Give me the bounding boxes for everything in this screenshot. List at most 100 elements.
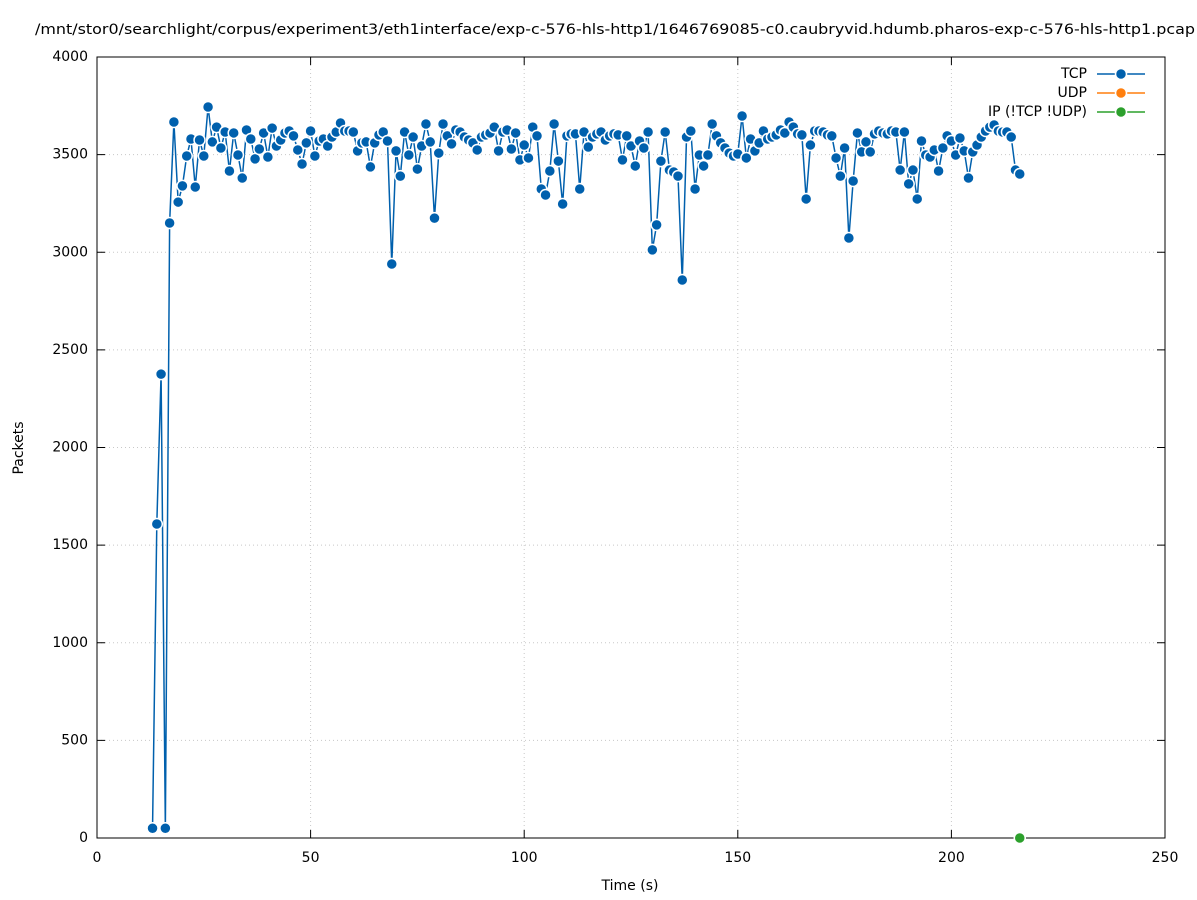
data-point [197,149,211,163]
data-point [650,218,663,232]
data-point [829,151,843,165]
data-point [253,142,266,156]
data-point [556,197,569,211]
data-point [206,135,219,149]
data-point [411,162,424,176]
data-point [300,136,313,150]
legend-marker [1114,105,1128,119]
data-point [419,117,433,131]
data-point [347,125,360,139]
data-point [838,141,851,155]
data-point [898,125,911,139]
data-point [778,126,792,140]
data-point [381,134,394,148]
data-point [389,144,403,158]
y-tick-label: 1000 [52,635,88,651]
data-point [646,243,659,257]
data-point [697,159,710,173]
data-point [684,124,698,138]
y-tick-label: 1500 [52,537,88,553]
data-point [932,164,945,178]
data-point [308,149,322,163]
data-point [893,163,907,177]
data-point [641,125,655,139]
data-point [505,142,518,156]
data-point [291,143,305,157]
data-point [265,121,279,135]
data-point [189,180,202,194]
data-point [364,160,377,174]
data-point [616,153,629,167]
data-point [146,821,159,835]
y-tick-label: 3000 [52,244,88,260]
x-tick-label: 200 [938,850,965,866]
data-point [804,138,817,152]
plot-border [96,56,1166,839]
data-point [163,216,176,230]
data-point [735,109,749,123]
data-point [902,177,915,191]
data-point [688,182,702,196]
legend-marker [1114,67,1128,81]
y-tick-label: 2000 [52,440,88,456]
data-point [304,124,317,138]
data-point [492,144,505,158]
y-tick-label: 500 [61,732,88,748]
legend-label: TCP [1060,66,1087,82]
data-point [428,211,441,225]
data-point [235,171,249,185]
data-point [795,128,809,142]
x-axis-label: Time (s) [601,878,659,894]
data-point [658,125,672,139]
data-point [637,141,651,155]
data-point [231,148,245,162]
y-tick-label: 4000 [52,49,88,65]
data-point [842,231,856,245]
data-point [406,130,420,144]
data-point [915,134,928,148]
data-point [1004,130,1018,144]
x-tick-label: 50 [302,850,320,866]
data-point [150,517,164,531]
y-tick-label: 0 [79,830,88,846]
data-point [154,367,168,381]
data-point [295,157,309,171]
x-tick-label: 250 [1152,850,1179,866]
data-point [701,148,715,162]
x-tick-label: 100 [511,850,538,866]
x-tick-label: 150 [724,850,751,866]
data-point [214,141,228,155]
data-point [654,154,668,168]
data-point [470,143,484,157]
data-point [851,126,864,140]
data-point [834,169,847,183]
data-point [676,273,689,287]
data-point [1013,167,1027,181]
data-point [705,117,719,131]
legend-label: IP (!TCP !UDP) [988,104,1087,120]
data-point [522,151,535,165]
data-point [244,132,258,146]
data-point [227,126,240,140]
data-point [171,195,185,209]
data-point [671,169,685,183]
data-point [539,188,552,202]
data-point [176,179,189,193]
data-point [962,171,975,185]
data-point [906,163,920,177]
data-point [432,146,446,160]
data-point [953,131,967,145]
data-point [223,164,236,178]
data-point [629,159,642,173]
data-point [863,145,877,159]
data-point [573,182,586,196]
data-point [167,115,181,129]
data-point [936,141,950,155]
x-tick-label: 0 [93,850,102,866]
data-point [385,257,399,271]
data-point [159,821,172,835]
data-point [825,129,839,143]
data-point [509,126,522,140]
